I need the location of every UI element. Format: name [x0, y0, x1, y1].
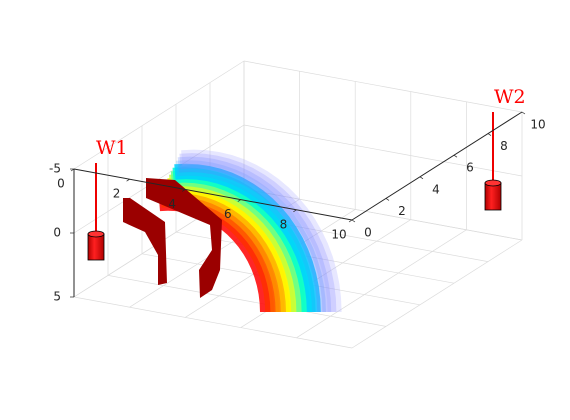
z-tick-label: 5 — [53, 290, 61, 304]
well-top — [484, 179, 502, 187]
x-axis — [73, 168, 353, 221]
grid-line — [107, 275, 387, 327]
slices — [123, 149, 342, 312]
tick-mark — [182, 189, 186, 192]
tick-mark — [487, 133, 492, 136]
tick-mark — [126, 178, 130, 182]
z-tick-label: -5 — [49, 162, 61, 176]
grid-line — [175, 231, 455, 284]
annotation: W2 — [494, 86, 526, 108]
wells: W1 W2 — [87, 86, 526, 261]
slice — [146, 178, 222, 298]
y-tick-label: 8 — [500, 139, 508, 153]
well-cylinder — [87, 233, 105, 261]
x-tick-label: 0 — [57, 177, 65, 191]
tick-mark — [237, 199, 241, 202]
tick-mark — [348, 219, 353, 223]
tick-mark — [385, 198, 390, 201]
y-axis — [351, 111, 523, 221]
tick-mark — [351, 219, 356, 223]
tick-mark — [453, 154, 458, 158]
x-tick-label: 4 — [168, 197, 176, 211]
tick-mark — [293, 209, 297, 213]
x-tick-label: 2 — [113, 187, 121, 201]
slice — [123, 198, 167, 285]
grid-line — [351, 239, 523, 349]
grid-line — [73, 60, 245, 170]
y-tick-label: 4 — [432, 182, 440, 196]
slice — [175, 160, 326, 312]
slice — [172, 167, 316, 312]
well-top — [87, 230, 105, 238]
slice — [174, 163, 321, 312]
well-cylinder — [484, 182, 502, 211]
z-tick-label: 0 — [53, 226, 61, 240]
tick-mark — [521, 111, 526, 115]
annotation: W1 — [96, 137, 128, 159]
tick-mark — [419, 176, 424, 180]
x-tick-label: 10 — [331, 228, 346, 242]
slice — [181, 149, 342, 312]
grid-line — [296, 229, 467, 339]
x-tick-label: 6 — [224, 207, 232, 221]
slice — [179, 153, 337, 312]
grid-line — [243, 124, 523, 177]
y-tick-label: 10 — [530, 118, 545, 132]
x-tick-label: 8 — [280, 217, 288, 231]
y-tick-label: 2 — [398, 204, 406, 218]
y-tick-label: 0 — [364, 226, 372, 240]
grid-line — [243, 60, 523, 113]
grid-line — [243, 188, 523, 241]
slice — [177, 156, 332, 312]
y-tick-label: 6 — [466, 161, 474, 175]
grid-line — [73, 296, 353, 349]
